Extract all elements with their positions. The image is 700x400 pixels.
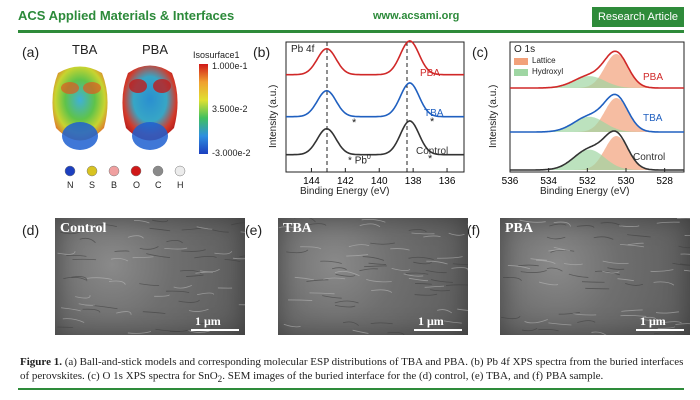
esp-surfaces (40, 58, 195, 163)
o1s-ylabel: Intensity (a.u.) (488, 85, 499, 148)
mol-pba-label: PBA (142, 42, 168, 57)
o1s-legend-tba: TBA (643, 113, 662, 124)
pb4f-xlabel: Binding Energy (eV) (300, 186, 390, 197)
pb4f-chart: 144 142 140 138 136 (258, 40, 468, 202)
o1s-legend: Lattice Hydroxyl (514, 56, 594, 80)
pb0-star-control-right: * (428, 153, 432, 165)
panel-e-label: (e) (245, 222, 262, 238)
isosurface-label: Isosurface1 (193, 50, 240, 60)
o1s-xlabel: Binding Energy (eV) (540, 186, 630, 197)
panel-a-label: (a) (22, 44, 39, 60)
pb4f-legend-pba: PBA (420, 68, 440, 79)
panel-f-label: (f) (467, 222, 480, 238)
scale-bar (636, 329, 684, 331)
figure-caption: Figure 1. (a) Ball-and-stick models and … (20, 355, 684, 386)
sem-title: Control (60, 221, 106, 237)
colorbar-mid-value: 3.500e-2 (212, 104, 248, 114)
atom-c-label: C (155, 180, 162, 190)
legend-lattice-label: Lattice (532, 56, 556, 65)
sem-title: TBA (283, 221, 312, 237)
legend-lattice-swatch (514, 58, 528, 65)
atom-n-dot (65, 166, 75, 176)
o1s-title: O 1s (514, 44, 535, 55)
pb0-star-tba-right: * (430, 116, 434, 128)
atom-legend-labels: NSBOCH (60, 180, 190, 192)
scale-bar-label: 1 μm (418, 314, 444, 329)
mol-tba-label: TBA (72, 42, 97, 57)
sem-image: TBA 1 μm (278, 218, 468, 335)
journal-website[interactable]: www.acsami.org (373, 10, 459, 22)
atom-n-label: N (67, 180, 74, 190)
o1s-xtick-label: 528 (656, 176, 673, 187)
article-type-badge: Research Article (592, 7, 684, 27)
atom-legend-dots (60, 164, 190, 178)
header-rule (18, 30, 684, 33)
footer-rule (18, 388, 684, 390)
scale-bar-label: 1 μm (640, 314, 666, 329)
atom-o-dot (131, 166, 141, 176)
sem-image: Control 1 μm (55, 218, 245, 335)
pb4f-xtick-label: 138 (405, 176, 422, 187)
atom-c-dot (153, 166, 163, 176)
sem-image: PBA 1 μm (500, 218, 690, 335)
journal-title: ACS Applied Materials & Interfaces (18, 8, 234, 23)
atom-h-label: H (177, 180, 184, 190)
legend-hydroxyl-swatch (514, 69, 528, 76)
pb0-star-tba: * (352, 117, 356, 129)
o1s-xtick-label: 536 (502, 176, 519, 187)
colorbar-bottom-value: -3.000e-2 (212, 148, 251, 158)
caption-lead: Figure 1. (20, 356, 62, 368)
scale-bar-label: 1 μm (195, 314, 221, 329)
atom-s-dot (87, 166, 97, 176)
atom-s-label: S (89, 180, 95, 190)
panel-d-label: (d) (22, 222, 39, 238)
colorbar-top-value: 1.000e-1 (212, 61, 248, 71)
atom-b-label: B (111, 180, 117, 190)
pb4f-xtick-label: 136 (439, 176, 456, 187)
sem-title: PBA (505, 221, 533, 237)
esp-tba-surface (52, 67, 107, 151)
scale-bar (191, 329, 239, 331)
esp-pba-surface (122, 66, 177, 151)
atom-b-dot (109, 166, 119, 176)
scale-bar (414, 329, 462, 331)
esp-colorbar (199, 64, 208, 154)
pb0-annotation: * Pb0 (348, 154, 371, 166)
o1s-legend-control: Control (633, 152, 665, 163)
caption-text2: . SEM images of the buried interface for… (222, 370, 603, 382)
legend-hydroxyl-label: Hydroxyl (532, 67, 563, 76)
o1s-legend-pba: PBA (643, 72, 663, 83)
atom-o-label: O (133, 180, 140, 190)
atom-h-dot (175, 166, 185, 176)
pb4f-title: Pb 4f (291, 44, 314, 55)
pb4f-ylabel: Intensity (a.u.) (268, 85, 279, 148)
